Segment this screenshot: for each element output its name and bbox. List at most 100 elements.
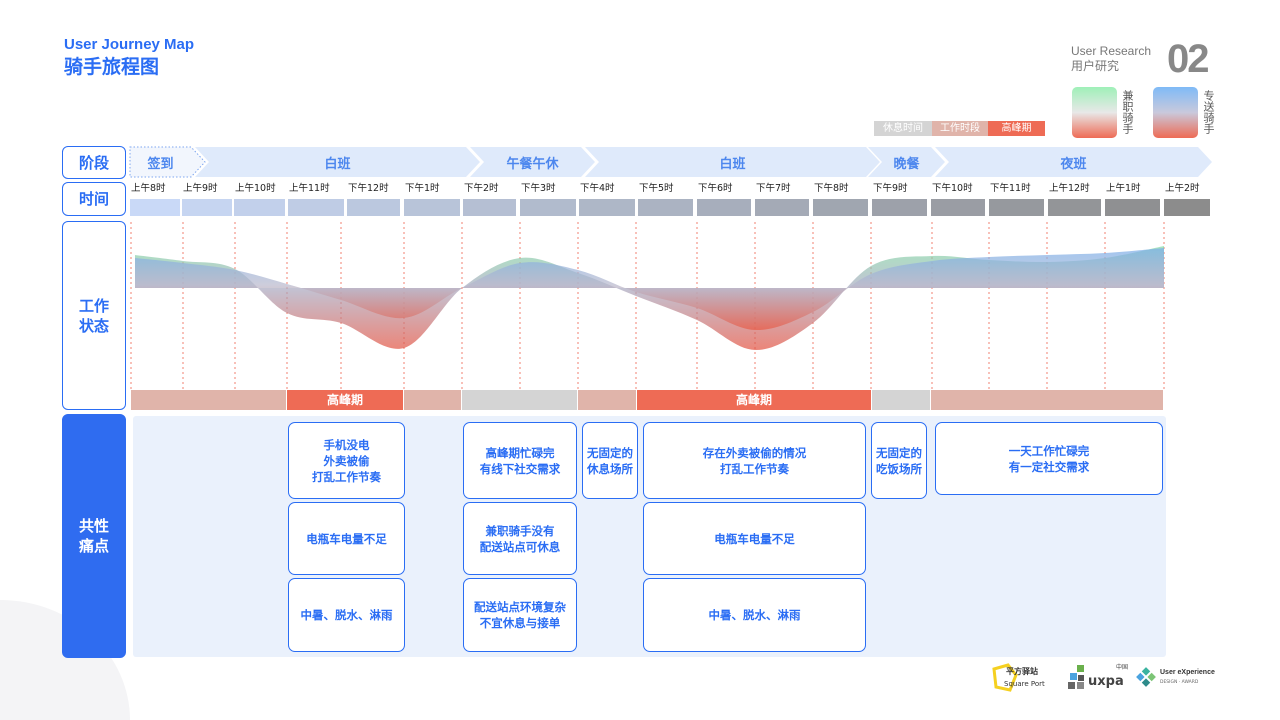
period-rest <box>872 390 930 410</box>
pain-point-card: 手机没电 外卖被偷 打乱工作节奏 <box>288 422 405 499</box>
legend-label-fulltime: 专送骑手 <box>1202 90 1215 134</box>
section-number: 02 <box>1167 37 1209 81</box>
time-cell <box>931 199 985 216</box>
section-cn: 用户研究 <box>1071 59 1120 73</box>
legend-swatch-fulltime <box>1153 87 1198 138</box>
time-label: 下午8时 <box>814 183 849 194</box>
stage-chevron <box>935 147 1212 177</box>
logo-text-en: Square Port <box>1004 680 1045 688</box>
time-label: 下午11时 <box>990 183 1031 194</box>
time-label: 上午10时 <box>235 183 276 194</box>
period-work <box>578 390 636 410</box>
pain-point-card: 高峰期忙碌完 有线下社交需求 <box>463 422 577 499</box>
period-peak: 高峰期 <box>637 390 871 410</box>
time-cell <box>638 199 693 216</box>
time-label: 下午5时 <box>639 183 674 194</box>
time-label: 上午8时 <box>131 183 166 194</box>
stage-label: 白班 <box>324 156 351 172</box>
legend-label-parttime: 兼职骑手 <box>1121 90 1134 134</box>
time-cell <box>288 199 344 216</box>
time-label: 下午6时 <box>698 183 733 194</box>
time-cell <box>130 199 180 216</box>
uxpa-logo-icon <box>1068 665 1084 689</box>
period-peak: 高峰期 <box>287 390 403 410</box>
time-label: 上午11时 <box>289 183 330 194</box>
time-cell <box>755 199 809 216</box>
pain-point-card: 无固定的 吃饭场所 <box>871 422 927 499</box>
time-cell <box>404 199 460 216</box>
stage-label: 晚餐 <box>893 156 920 172</box>
row-label-stage: 阶段 <box>62 146 126 179</box>
stage-label: 白班 <box>719 156 746 172</box>
time-label: 下午1时 <box>405 183 440 194</box>
pain-point-card: 存在外卖被偷的情况 打乱工作节奏 <box>643 422 866 499</box>
pain-point-card: 一天工作忙碌完 有一定社交需求 <box>935 422 1163 495</box>
period-work <box>404 390 461 410</box>
row-label-status: 工作 状态 <box>62 221 126 410</box>
time-label: 下午4时 <box>580 183 615 194</box>
period-work <box>131 390 286 410</box>
time-cell <box>347 199 400 216</box>
legend-rest: 休息时间 <box>874 121 932 136</box>
time-label: 下午9时 <box>873 183 908 194</box>
time-label: 上午12时 <box>1049 183 1090 194</box>
logo-uxpa: uxpa 中国 <box>1066 663 1128 693</box>
pain-point-card: 无固定的 休息场所 <box>582 422 638 499</box>
logo-text-cn: 平方驿站 <box>1006 667 1038 676</box>
period-work <box>931 390 1163 410</box>
legend-swatch-parttime <box>1072 87 1117 138</box>
time-label: 下午10时 <box>932 183 973 194</box>
section-label: User Research 用户研究 <box>1071 44 1151 74</box>
time-label: 下午2时 <box>464 183 499 194</box>
time-cell <box>579 199 635 216</box>
time-cell <box>463 199 516 216</box>
ux-award-text: User eXperience <box>1160 669 1215 676</box>
time-label: 上午9时 <box>183 183 218 194</box>
stage-chevron <box>585 147 880 177</box>
pain-point-card: 中暑、脱水、淋雨 <box>643 578 866 652</box>
time-cell <box>697 199 751 216</box>
time-cell <box>813 199 868 216</box>
time-label: 下午7时 <box>756 183 791 194</box>
stage-label: 午餐午休 <box>506 156 559 172</box>
time-cell <box>1048 199 1101 216</box>
title-en: User Journey Map <box>64 36 195 53</box>
uxpa-text: uxpa <box>1088 674 1124 689</box>
pain-point-card: 中暑、脱水、淋雨 <box>288 578 405 652</box>
pain-point-card: 电瓶车电量不足 <box>288 502 405 575</box>
stage-label: 夜班 <box>1060 156 1087 172</box>
period-rest <box>462 390 577 410</box>
legend-peak: 高峰期 <box>988 121 1045 136</box>
section-en: User Research <box>1071 44 1152 58</box>
time-cell <box>872 199 927 216</box>
stage-chevron <box>868 147 945 177</box>
stage-chevron <box>195 147 480 177</box>
time-label: 上午1时 <box>1106 183 1141 194</box>
pain-point-card: 配送站点环境复杂 不宜休息与接单 <box>463 578 577 652</box>
stage-label: 签到 <box>147 156 174 172</box>
time-cell <box>1105 199 1160 216</box>
square-port-logo-icon <box>992 663 1018 692</box>
stage-chevron <box>470 147 595 177</box>
uxpa-cn-text: 中国 <box>1116 664 1129 671</box>
page-title: 骑手旅程图 <box>64 56 160 78</box>
series-area-fulltime <box>135 248 1164 331</box>
row-label-pain: 共性 痛点 <box>62 414 126 658</box>
pain-point-card: 电瓶车电量不足 <box>643 502 866 575</box>
time-label: 下午12时 <box>348 183 389 194</box>
time-cell <box>989 199 1044 216</box>
logo-ux-award: User eXperience DESIGN · AWARD <box>1134 663 1218 693</box>
time-cell <box>1164 199 1210 216</box>
ux-award-logo-icon <box>1136 667 1156 687</box>
time-label: 上午2时 <box>1165 183 1200 194</box>
logo-square-port: 平方驿站 Square Port <box>990 663 1050 693</box>
row-label-time: 时间 <box>62 182 126 216</box>
time-label: 下午3时 <box>521 183 556 194</box>
time-cell <box>182 199 232 216</box>
time-cell <box>234 199 285 216</box>
ux-award-subtext: DESIGN · AWARD <box>1160 680 1199 685</box>
pain-point-card: 兼职骑手没有 配送站点可休息 <box>463 502 577 575</box>
time-cell <box>520 199 576 216</box>
